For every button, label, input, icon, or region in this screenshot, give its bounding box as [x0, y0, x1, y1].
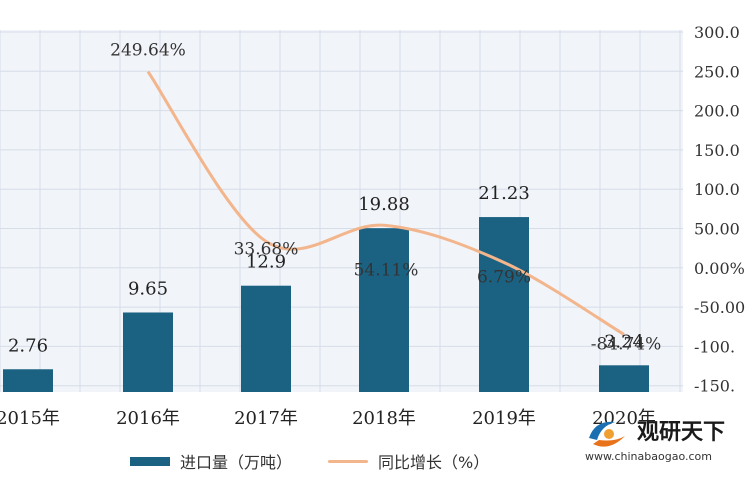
- y-tick-label: 200.0: [694, 102, 740, 121]
- y-tick-label: 250.0: [694, 62, 740, 81]
- y-tick-label: 100.0: [694, 180, 740, 199]
- bar-value-label: 19.88: [358, 194, 410, 215]
- x-tick-label: 2015年: [0, 408, 60, 429]
- bar: [241, 285, 291, 392]
- bar: [479, 217, 529, 392]
- bar-value-label: 9.65: [128, 278, 168, 299]
- x-tick-label: 2018年: [352, 408, 416, 429]
- legend-swatch-bar: [130, 456, 170, 466]
- x-tick-label: 2019年: [472, 408, 536, 429]
- chinabaogao-logo-icon: [589, 421, 625, 447]
- bar-value-label: 21.23: [478, 183, 530, 204]
- line-value-label: 6.79%: [477, 267, 531, 287]
- bar-value-label: 12.9: [246, 252, 286, 273]
- bar-value-label: 2.76: [8, 335, 48, 356]
- watermark-name: 观研天下: [637, 420, 726, 445]
- y-tick-label: 50.00: [694, 220, 740, 239]
- bar-value-label: 3.24: [604, 331, 644, 352]
- bar: [599, 365, 649, 392]
- growth-line: [146, 70, 625, 336]
- y-right-tick-labels: 300.0 250.0 200.0 150.0 100.0 50.00 0.00% -50.0…: [694, 23, 745, 396]
- watermark: 观研天下 www.chinabaogao.com: [585, 412, 750, 467]
- watermark-url: www.chinabaogao.com: [585, 450, 712, 463]
- legend-label-imports: 进口量（万吨）: [180, 453, 293, 472]
- bar: [359, 228, 409, 392]
- y-tick-label: -100.: [694, 337, 735, 356]
- y-tick-label: 150.0: [694, 141, 740, 160]
- legend-item-imports: 进口量（万吨）: [130, 449, 292, 473]
- bar: [123, 312, 173, 392]
- bar-series: [3, 217, 649, 392]
- plot-background: [0, 30, 683, 392]
- bar: [3, 369, 53, 392]
- line-value-labels: 249.64% 33.68% 54.11% 6.79% -84.74%: [110, 41, 661, 355]
- legend: 进口量（万吨） 同比增长（%）: [130, 446, 560, 476]
- line-value-label: -84.74%: [591, 334, 662, 354]
- line-value-label: 54.11%: [354, 260, 419, 280]
- legend-swatch-line: [328, 459, 369, 463]
- x-tick-labels: 2015年 2016年 2017年 2018年 2019年 2020年: [0, 408, 656, 429]
- y-tick-label: -150.: [694, 377, 735, 396]
- y-tick-label: -50.00: [694, 298, 745, 317]
- legend-label-growth: 同比增长（%）: [378, 453, 490, 472]
- line-value-label: 33.68%: [234, 239, 299, 259]
- legend-item-growth: 同比增长（%）: [328, 449, 489, 473]
- y-tick-label: 300.0: [694, 23, 740, 42]
- line-value-label: 249.64%: [110, 41, 186, 61]
- y-tick-label: 0.00%: [694, 259, 745, 278]
- x-tick-label: 2016年: [116, 408, 180, 429]
- bar-value-labels: 2.76 9.65 12.9 19.88 21.23 3.24: [8, 183, 644, 356]
- x-tick-label: 2017年: [234, 408, 298, 429]
